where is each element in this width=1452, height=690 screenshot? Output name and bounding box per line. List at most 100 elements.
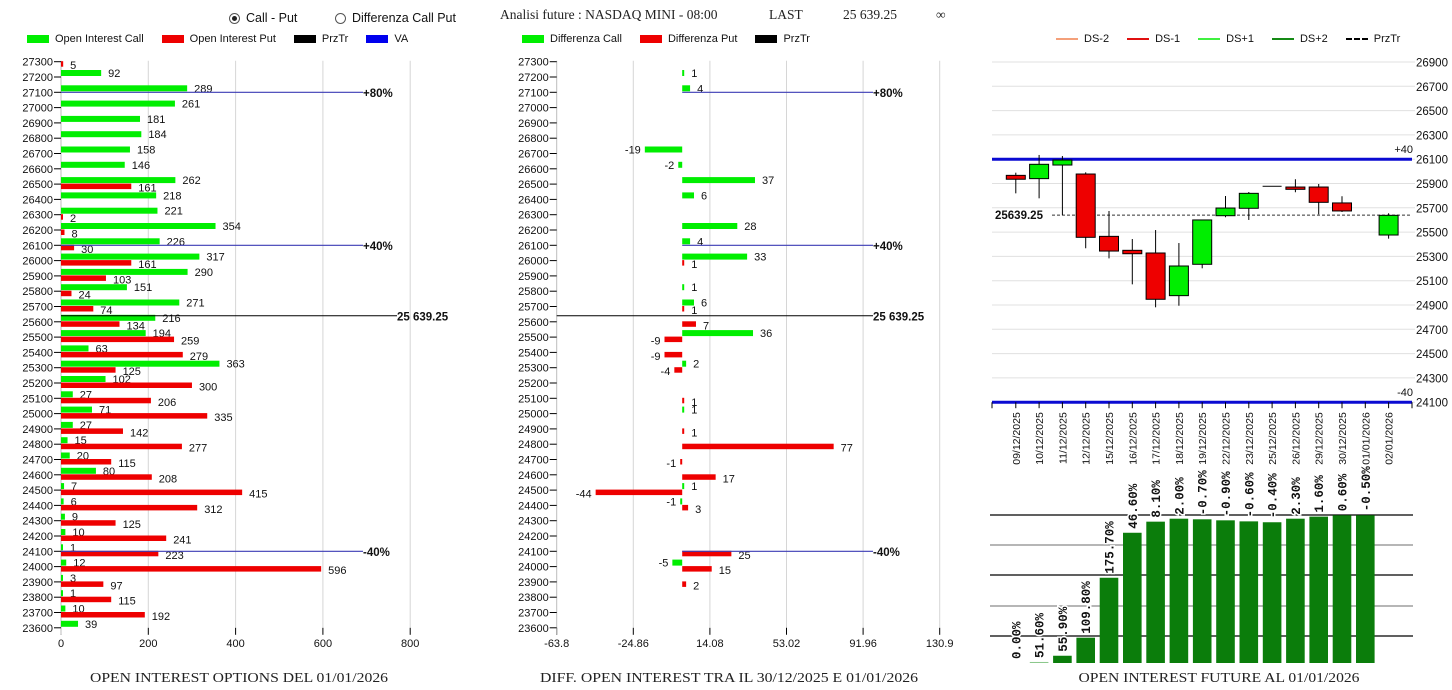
- y-tick-label: 23900: [518, 577, 549, 589]
- va-reference-label: +80%: [873, 88, 903, 100]
- y-tick-label: 26400: [22, 194, 53, 206]
- put-bar: [61, 459, 112, 465]
- reference-label: -40: [1397, 387, 1413, 399]
- candle-down: [1285, 186, 1306, 190]
- legend-item-diff-put: Differenza Put: [639, 33, 737, 45]
- put-value-label: 279: [190, 351, 208, 363]
- call-bar: [682, 238, 691, 245]
- y-tick-label: 24400: [518, 500, 549, 512]
- put-bar: [61, 321, 120, 327]
- y-tick-label: 25300: [1416, 252, 1448, 264]
- call-bar: [61, 513, 65, 520]
- call-bar: [61, 85, 188, 92]
- legend-swatch: [366, 35, 389, 43]
- put-bar: [61, 428, 123, 434]
- call-value-label: 37: [762, 175, 774, 187]
- y-tick-label: 27000: [22, 103, 53, 115]
- y-tick-label: 24200: [22, 531, 53, 543]
- put-value-label: 115: [118, 458, 136, 470]
- call-bar: [644, 146, 683, 153]
- call-value-label: 1: [691, 282, 697, 294]
- y-tick-label: 26100: [1416, 155, 1448, 167]
- oi-change-label: 2.00%: [1173, 477, 1187, 515]
- radio-indicator[interactable]: [335, 12, 346, 24]
- put-value-label: 3: [695, 504, 701, 516]
- candle-down: [1005, 174, 1026, 180]
- call-value-label: 1: [70, 542, 76, 554]
- oi-future-bar: [1262, 522, 1282, 663]
- oi-change-label: -0.40%: [1267, 473, 1281, 519]
- call-bar: [61, 115, 141, 122]
- call-value-label: 216: [162, 313, 180, 325]
- y-tick-label: 23800: [518, 592, 549, 604]
- y-tick-label: 24900: [1416, 301, 1448, 313]
- va-reference-label: +80%: [363, 88, 393, 100]
- call-bar: [61, 238, 160, 245]
- candle-down: [1122, 249, 1143, 255]
- put-value-label: 15: [719, 565, 731, 577]
- y-tick-label: 23600: [22, 623, 53, 635]
- put-bar: [61, 61, 64, 67]
- call-value-label: 184: [148, 129, 166, 141]
- x-tick-label: -63.8: [544, 638, 569, 650]
- y-tick-label: 23600: [518, 623, 549, 635]
- call-bar: [61, 314, 156, 321]
- put-value-label: 596: [328, 565, 346, 577]
- y-tick-label: 25900: [1416, 179, 1448, 191]
- put-bar: [61, 550, 159, 557]
- call-value-label: 39: [85, 619, 97, 631]
- date-label: 11/12/2025: [1057, 412, 1069, 464]
- date-label: 23/12/2025: [1244, 412, 1256, 465]
- put-value-label: 277: [189, 443, 207, 455]
- radio-call-put[interactable]: Call - Put: [229, 10, 297, 26]
- call-value-label: 354: [223, 221, 241, 233]
- y-tick-label: 25700: [22, 302, 53, 314]
- oi-change-label: 109.80%: [1080, 581, 1094, 634]
- call-bar: [678, 161, 683, 168]
- y-tick-label: 25400: [22, 347, 53, 359]
- put-bar: [674, 367, 683, 373]
- y-tick-label: 24100: [1416, 398, 1448, 410]
- oi-change-label: 55.90%: [1057, 606, 1071, 652]
- y-tick-label: 24900: [518, 424, 549, 436]
- radio-indicator[interactable]: [229, 12, 240, 24]
- call-value-label: 28: [744, 221, 756, 233]
- legend-label: PrzTr: [783, 33, 810, 45]
- x-tick-label: 0: [58, 638, 64, 650]
- put-value-label: -44: [576, 489, 592, 501]
- date-label: 16/12/2025: [1127, 412, 1139, 465]
- put-bar: [61, 275, 106, 281]
- radio-differenza-call-put[interactable]: Differenza Call Put: [335, 10, 456, 26]
- call-bar: [61, 223, 216, 229]
- put-bar: [61, 612, 145, 618]
- reference-label: +40: [1394, 144, 1413, 156]
- y-tick-label: 25000: [22, 409, 53, 421]
- y-tick-label: 23700: [518, 608, 549, 620]
- candle-up: [1238, 192, 1259, 209]
- legend-label: Open Interest Call: [55, 33, 144, 45]
- y-tick-label: 25500: [1416, 228, 1448, 240]
- va-reference-label: -40%: [873, 547, 900, 559]
- y-tick-label: 27200: [22, 72, 53, 84]
- call-bar: [61, 406, 92, 413]
- legend-item-va: VA: [366, 33, 408, 45]
- y-tick-label: 23800: [22, 592, 53, 604]
- y-tick-label: 24500: [22, 485, 53, 497]
- y-tick-label: 26700: [518, 149, 549, 161]
- call-bar: [682, 70, 685, 76]
- put-bar: [61, 183, 132, 190]
- call-bar: [61, 253, 200, 260]
- put-value-label: 1: [691, 305, 697, 317]
- call-bar: [61, 299, 180, 306]
- put-bar: [61, 336, 175, 343]
- y-tick-label: 23900: [22, 577, 53, 589]
- put-value-label: 161: [138, 183, 156, 195]
- date-label: 10/12/2025: [1034, 412, 1046, 465]
- call-bar: [61, 100, 175, 107]
- legend-label: VA: [394, 33, 409, 45]
- put-value-label: 77: [841, 443, 853, 455]
- last-value: 25 639.25: [843, 7, 897, 22]
- call-value-label: 92: [108, 68, 120, 80]
- radio-differenza-label: Differenza Call Put: [352, 11, 456, 25]
